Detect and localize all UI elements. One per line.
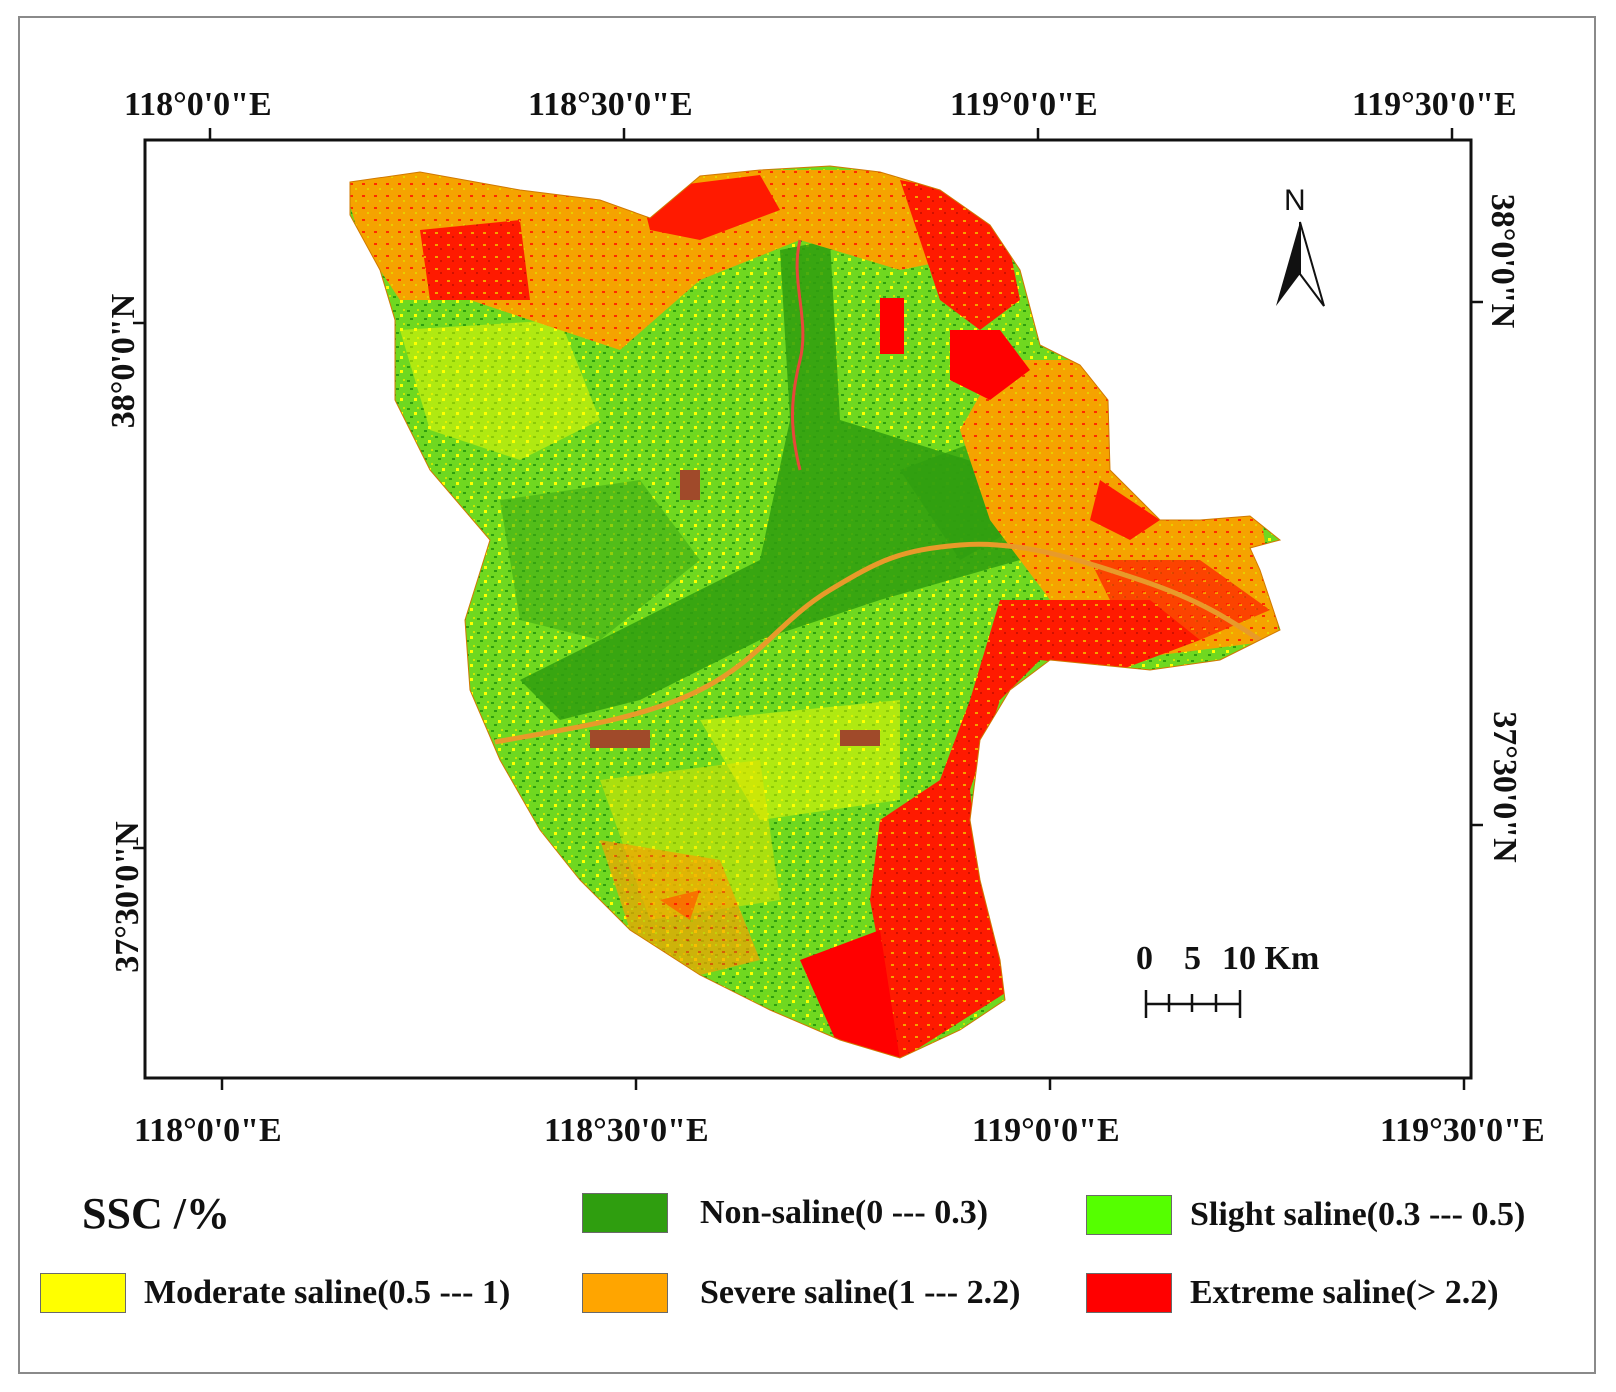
lat-label-right-2: 37°30'0"N — [1486, 711, 1523, 863]
legend-label-moderate-saline: Moderate saline(0.5 --- 1) — [144, 1274, 511, 1311]
scale-label-0: 0 — [1136, 940, 1153, 977]
legend-label-severe-saline: Severe saline(1 --- 2.2) — [700, 1274, 1021, 1311]
scale-bar — [1144, 990, 1242, 1018]
legend-item-extreme-saline: Extreme saline(> 2.2) — [1086, 1272, 1499, 1314]
outer-frame — [18, 16, 1596, 1374]
legend-swatch-moderate-saline — [40, 1273, 126, 1313]
scale-label-5: 5 — [1184, 940, 1201, 977]
legend-swatch-slight-saline — [1086, 1195, 1172, 1235]
lat-label-left-1: 38°0'0"N — [105, 293, 142, 429]
lon-label-bottom-1: 118°0'0"E — [134, 1112, 282, 1149]
graticule-ticks — [133, 128, 1483, 1090]
lon-label-top-2: 118°30'0"E — [528, 86, 693, 123]
legend-item-moderate-saline: Moderate saline(0.5 --- 1) — [40, 1272, 510, 1314]
legend-label-extreme-saline: Extreme saline(> 2.2) — [1190, 1274, 1499, 1311]
legend-label-non-saline: Non-saline(0 --- 0.3) — [700, 1194, 989, 1231]
legend-label-slight-saline: Slight saline(0.3 --- 0.5) — [1190, 1196, 1526, 1233]
legend-item-slight-saline: Slight saline(0.3 --- 0.5) — [1086, 1194, 1525, 1236]
north-arrow-icon — [1276, 221, 1325, 307]
region-outline — [349, 165, 1282, 1059]
lat-label-left-2: 37°30'0"N — [109, 821, 146, 973]
legend-title: SSC /% — [82, 1189, 230, 1238]
lon-label-top-3: 119°0'0"E — [950, 86, 1098, 123]
lon-label-top-1: 118°0'0"E — [124, 86, 272, 123]
lat-label-right-1: 38°0'0"N — [1484, 193, 1521, 329]
lon-label-bottom-3: 119°0'0"E — [972, 1112, 1120, 1149]
north-label: N — [1284, 184, 1306, 217]
lon-label-top-4: 119°30'0"E — [1352, 86, 1517, 123]
lon-label-bottom-4: 119°30'0"E — [1380, 1112, 1545, 1149]
legend-swatch-severe-saline — [582, 1273, 668, 1313]
legend-item-severe-saline: Severe saline(1 --- 2.2) — [582, 1272, 1020, 1314]
legend-swatch-non-saline — [582, 1193, 668, 1233]
scale-label-10km: 10 Km — [1222, 940, 1320, 977]
legend-swatch-extreme-saline — [1086, 1273, 1172, 1313]
lon-label-bottom-2: 118°30'0"E — [544, 1112, 709, 1149]
legend-item-non-saline: Non-saline(0 --- 0.3) — [582, 1192, 988, 1234]
